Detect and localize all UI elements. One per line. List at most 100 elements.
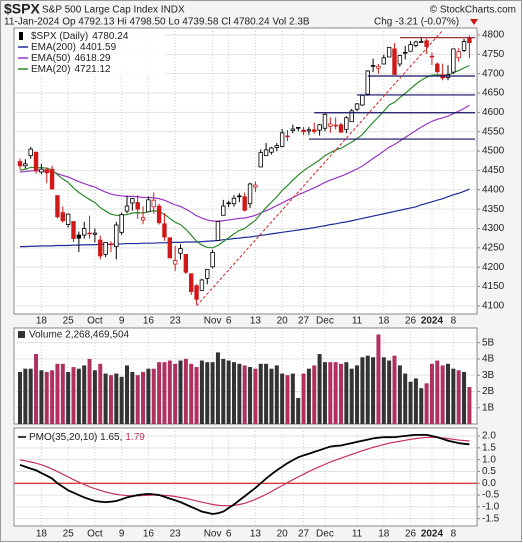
volume-bar xyxy=(60,363,65,424)
x-tick-label: 23 xyxy=(170,529,182,540)
candle-body xyxy=(290,128,296,131)
candle-body xyxy=(376,65,381,69)
volume-bar xyxy=(103,373,108,424)
volume-bar xyxy=(258,363,263,424)
candle-body xyxy=(28,148,33,157)
volume-bar xyxy=(237,363,242,424)
ema-line xyxy=(19,64,470,249)
volume-bar xyxy=(264,363,269,424)
volume-bar xyxy=(328,362,333,424)
volume-bar xyxy=(178,360,183,424)
y-tick-label: 4500 xyxy=(482,146,505,157)
x-tick-label: 11 xyxy=(352,529,363,540)
candle-body xyxy=(146,199,151,213)
volume-bar xyxy=(205,362,210,424)
volume-bar xyxy=(92,370,97,424)
x-tick-label: 9 xyxy=(119,316,125,327)
volume-bar xyxy=(167,360,172,424)
legend-entry: EMA(200) 4401.59 xyxy=(31,42,117,53)
candle-body xyxy=(199,279,205,291)
candle-body xyxy=(419,41,424,43)
y-tick-label: 4450 xyxy=(482,165,505,176)
candle-body xyxy=(467,37,472,44)
candle-body xyxy=(338,124,344,133)
candle-body xyxy=(140,217,146,221)
candle-body xyxy=(247,183,253,205)
candle-body xyxy=(322,113,328,129)
legend-icon xyxy=(19,32,23,40)
volume-bar xyxy=(146,368,151,424)
candle-body xyxy=(349,110,354,123)
volume-bar xyxy=(408,381,413,424)
volume-bar xyxy=(28,368,33,424)
candle-body xyxy=(221,205,226,216)
y-tick-label: 0.5 xyxy=(482,466,496,477)
candle-body xyxy=(317,124,322,131)
x-tick-label: 16 xyxy=(143,529,155,540)
volume-bar xyxy=(429,363,434,424)
candle-body xyxy=(365,70,370,95)
x-tick-label: Dec xyxy=(316,529,334,540)
candle-body xyxy=(156,205,162,224)
volume-bar xyxy=(462,371,467,424)
candle-body xyxy=(130,198,135,204)
volume-bar xyxy=(344,362,349,424)
volume-bar xyxy=(285,375,290,424)
x-tick-label: Dec xyxy=(316,316,334,327)
volume-bar xyxy=(221,358,226,424)
volume-bar xyxy=(34,354,39,424)
x-tick-label: 25 xyxy=(63,529,75,540)
volume-bar xyxy=(141,371,146,424)
x-tick-label: 26 xyxy=(405,529,417,540)
x-tick-label: 6 xyxy=(226,529,232,540)
volume-bar xyxy=(317,354,322,424)
candle-body xyxy=(263,149,269,157)
quote: 11-Jan-2024 Op 4792.13 Hi 4798.50 Lo 473… xyxy=(4,17,310,28)
x-tick-label: 8 xyxy=(451,529,457,540)
candle-body xyxy=(205,269,210,279)
candle-body xyxy=(65,213,71,226)
trend-line xyxy=(196,29,444,307)
candle-body xyxy=(370,65,376,67)
candle-body xyxy=(172,260,178,265)
candle-body xyxy=(226,202,231,205)
volume-bar xyxy=(333,362,338,424)
volume-bar xyxy=(44,371,49,424)
x-tick-label: 27 xyxy=(298,316,310,327)
x-tick-label: 2024 xyxy=(421,529,444,540)
candle-body xyxy=(183,254,189,273)
y-tick-label: 4600 xyxy=(482,107,505,118)
candle-body xyxy=(269,147,274,153)
candle-body xyxy=(435,63,440,73)
candle-body xyxy=(397,55,403,65)
volume-bar xyxy=(210,362,215,424)
legend-name: EMA(20) xyxy=(31,64,70,75)
volume-bar xyxy=(376,334,381,424)
candle-body xyxy=(167,237,172,259)
x-tick-label: Oct xyxy=(87,529,103,540)
volume-bar xyxy=(18,371,22,424)
volume-bar xyxy=(360,357,365,424)
candle-body xyxy=(279,132,285,147)
candle-body xyxy=(381,57,386,65)
candle-body xyxy=(386,46,392,58)
y-tick-label: 4250 xyxy=(482,242,505,253)
panel-title: Volume 2,268,469,504 xyxy=(29,330,130,341)
y-tick-label: 4400 xyxy=(482,184,505,195)
pmo-label: PMO(35,20,10) 1.65, xyxy=(29,432,122,443)
candle-body xyxy=(237,195,242,198)
volume-bar xyxy=(226,360,231,424)
volume-bar xyxy=(403,373,408,424)
candle-body xyxy=(188,273,194,292)
y-tick-label: -1.5 xyxy=(482,513,500,524)
x-tick-label: 11 xyxy=(352,316,363,327)
volume-bar xyxy=(114,373,119,424)
x-tick-label: 18 xyxy=(378,316,390,327)
y-tick-label: 4800 xyxy=(482,30,505,41)
candle-body xyxy=(402,51,408,54)
volume-bar xyxy=(108,375,113,424)
candle-body xyxy=(151,199,156,208)
down-arrow xyxy=(470,19,478,25)
volume-bar xyxy=(392,355,397,424)
